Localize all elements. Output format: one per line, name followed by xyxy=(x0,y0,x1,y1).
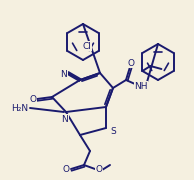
Text: Cl: Cl xyxy=(83,42,92,51)
Text: O: O xyxy=(127,58,134,68)
Text: O: O xyxy=(29,94,36,103)
Text: O: O xyxy=(95,165,102,174)
Text: O: O xyxy=(62,165,69,174)
Text: H₂N: H₂N xyxy=(11,103,29,112)
Text: N: N xyxy=(61,69,67,78)
Text: S: S xyxy=(110,127,116,136)
Text: N: N xyxy=(62,114,68,123)
Text: NH: NH xyxy=(134,82,148,91)
